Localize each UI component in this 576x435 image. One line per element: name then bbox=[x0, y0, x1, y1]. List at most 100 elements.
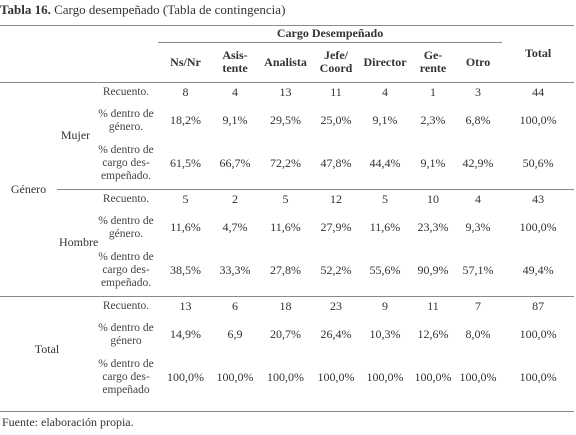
section-label: Total bbox=[0, 295, 94, 403]
table-cell: 11 bbox=[314, 81, 359, 103]
table-cell: 11,6% bbox=[170, 220, 201, 234]
table-cell: 8,0% bbox=[465, 327, 491, 341]
measure-label: % dentro de cargo des-empeñado bbox=[98, 358, 154, 396]
table-cell: 9,1% bbox=[372, 113, 398, 127]
table-cell: 100,0% bbox=[167, 370, 205, 384]
table-cell: 13 bbox=[257, 81, 315, 103]
table-cell: 38,5% bbox=[170, 262, 202, 277]
table-cell: 6,8% bbox=[465, 113, 491, 127]
table-cell: 9,1% bbox=[420, 155, 446, 170]
measure-label: Recuento. bbox=[94, 81, 159, 103]
table-cell: 4,7% bbox=[222, 220, 248, 234]
table-cell: 8 bbox=[158, 81, 214, 103]
table-cell: 26,4% bbox=[320, 327, 352, 341]
table-title: Cargo desempeñado (Tabla de contingencia… bbox=[54, 2, 286, 17]
table-cell: 9,3% bbox=[465, 220, 491, 234]
measure-label: % dentro de género. bbox=[98, 214, 154, 240]
total-cell: 100,0% bbox=[519, 327, 557, 341]
col-header: Otro bbox=[465, 54, 491, 69]
table-cell: 23 bbox=[314, 295, 359, 317]
table-cell: 6 bbox=[213, 295, 258, 317]
table-cell: 12,6% bbox=[417, 327, 449, 341]
table-cell: 13 bbox=[158, 295, 214, 317]
table-cell: 11 bbox=[412, 295, 455, 317]
total-cell: 100,0% bbox=[519, 370, 557, 384]
table-cell: 14,9% bbox=[170, 327, 202, 341]
table-cell: 11,6% bbox=[270, 220, 301, 234]
table-cell: 2,3% bbox=[420, 113, 446, 127]
measure-label: % dentro de cargo des-empeñado. bbox=[98, 250, 154, 289]
table-cell: 42,9% bbox=[462, 155, 494, 170]
table-cell: 2 bbox=[213, 188, 258, 210]
table-cell: 11,6% bbox=[369, 220, 401, 234]
measure-label: Recuento. bbox=[94, 188, 159, 210]
table-cell: 23,3% bbox=[417, 220, 449, 234]
table-cell: 4 bbox=[358, 81, 413, 103]
table-cell: 90,9% bbox=[417, 262, 449, 277]
table-cell: 9 bbox=[358, 295, 413, 317]
table-number: Tabla 16. bbox=[0, 2, 51, 17]
total-cell: 49,4% bbox=[522, 262, 554, 277]
table-cell: 100,0% bbox=[216, 370, 254, 384]
source-note: Fuente: elaboración propia. bbox=[2, 415, 134, 429]
total-cell: 50,6% bbox=[522, 155, 554, 170]
table-cell: 29,5% bbox=[270, 113, 302, 127]
total-cell: 100,0% bbox=[519, 113, 557, 127]
table-cell: 44,4% bbox=[369, 155, 401, 170]
table-cell: 27,9% bbox=[320, 220, 352, 234]
table-cell: 3 bbox=[454, 81, 503, 103]
col-header: Ns/Nr bbox=[170, 54, 201, 69]
section-label: Mujer bbox=[57, 81, 94, 189]
table-cell: 5 bbox=[257, 188, 315, 210]
measure-label: Recuento. bbox=[94, 295, 159, 317]
section-label: Hombre bbox=[57, 188, 98, 296]
table-cell: 4 bbox=[213, 81, 258, 103]
table-cell: 12 bbox=[314, 188, 359, 210]
table-cell: 55,6% bbox=[369, 262, 401, 277]
table-cell: 18,2% bbox=[170, 113, 202, 127]
table-cell: 20,7% bbox=[270, 327, 302, 341]
table-caption: Tabla 16. Cargo desempeñado (Tabla de co… bbox=[0, 2, 285, 18]
group-header: Cargo Desempeñado bbox=[158, 25, 503, 43]
measure-label: % dentro de género. bbox=[98, 107, 154, 133]
table-cell: 10,3% bbox=[369, 327, 401, 341]
total-header: Total bbox=[524, 45, 552, 60]
table-cell: 33,3% bbox=[219, 262, 251, 277]
col-header: Asis-tente bbox=[222, 48, 248, 75]
table-cell: 52,2% bbox=[320, 262, 352, 277]
col-header: Ge-rente bbox=[419, 48, 447, 75]
table-cell: 100,0% bbox=[459, 370, 497, 384]
table-cell: 100,0% bbox=[414, 370, 452, 384]
table-cell: 27,8% bbox=[270, 262, 302, 277]
table-cell: 4 bbox=[454, 188, 503, 210]
table-cell: 47,8% bbox=[320, 155, 352, 170]
table-cell: 25,0% bbox=[320, 113, 352, 127]
row-group-label: Género bbox=[0, 81, 57, 296]
table-cell: 57,1% bbox=[462, 262, 494, 277]
bottom-rule bbox=[0, 411, 574, 412]
table-cell: 1 bbox=[412, 81, 455, 103]
total-cell: 43 bbox=[502, 188, 575, 210]
table-cell: 100,0% bbox=[267, 370, 305, 384]
table-cell: 66,7% bbox=[219, 155, 251, 170]
measure-label: % dentro de cargo des-empeñado. bbox=[98, 143, 154, 182]
table-cell: 100,0% bbox=[366, 370, 404, 384]
table-cell: 6,9 bbox=[227, 327, 243, 341]
total-cell: 100,0% bbox=[519, 220, 557, 234]
measure-label: % dentro de género bbox=[98, 321, 154, 347]
table-cell: 5 bbox=[358, 188, 413, 210]
table-cell: 10 bbox=[412, 188, 455, 210]
table-cell: 7 bbox=[454, 295, 503, 317]
col-header: Analista bbox=[264, 54, 307, 69]
col-header: Jefe/Coord bbox=[319, 48, 353, 75]
col-header: Director bbox=[363, 54, 407, 69]
table-cell: 5 bbox=[158, 188, 214, 210]
table-cell: 100,0% bbox=[317, 370, 355, 384]
table-cell: 61,5% bbox=[170, 155, 202, 170]
table-cell: 18 bbox=[257, 295, 315, 317]
table-cell: 9,1% bbox=[222, 113, 248, 127]
table-cell: 72,2% bbox=[270, 155, 302, 170]
contingency-table: Cargo Desempeñado Total Ns/Nr Asis-tente… bbox=[0, 25, 575, 403]
total-cell: 87 bbox=[502, 295, 575, 317]
total-cell: 44 bbox=[502, 81, 575, 103]
